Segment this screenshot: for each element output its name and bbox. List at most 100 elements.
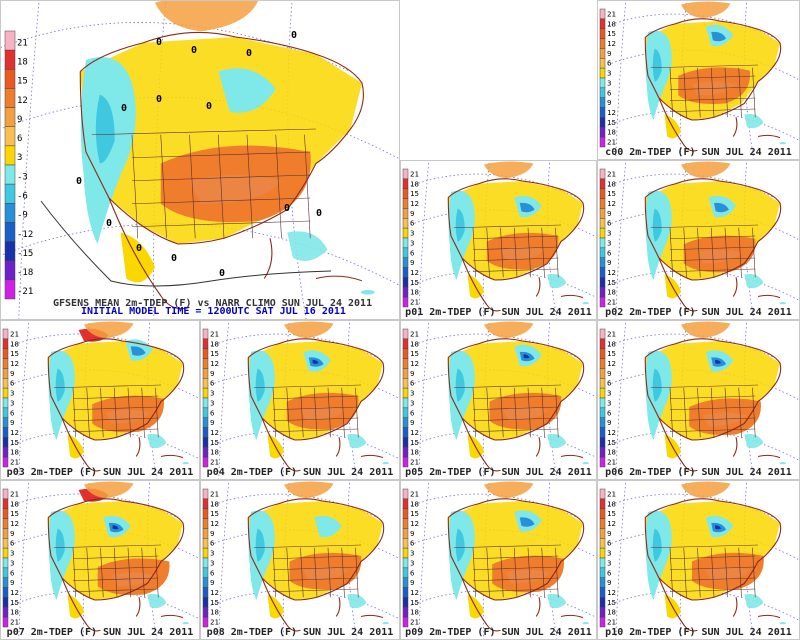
svg-text:12: 12	[410, 199, 419, 208]
caption-c00: c00 2m-TDEP (F) SUN JUL 24 2011	[605, 147, 792, 158]
svg-text:15: 15	[410, 349, 419, 358]
svg-text:21: 21	[410, 329, 419, 338]
svg-text:6: 6	[410, 408, 414, 417]
svg-text:3: 3	[210, 398, 214, 407]
svg-text:15: 15	[607, 509, 616, 518]
svg-text:9: 9	[410, 209, 414, 218]
svg-text:21: 21	[210, 458, 219, 467]
svg-text:3: 3	[410, 389, 414, 398]
svg-text:9: 9	[410, 529, 414, 538]
svg-text:6: 6	[10, 539, 14, 548]
svg-text:21: 21	[210, 329, 219, 338]
svg-text:12: 12	[607, 359, 616, 368]
svg-text:21: 21	[607, 169, 616, 178]
svg-text:-15: -15	[17, 249, 33, 259]
svg-text:15: 15	[10, 509, 19, 518]
svg-text:6: 6	[10, 568, 14, 577]
panel-p03: 21 18 15 12 9 6 3 3 6 9 12 15 18 21 p03 2m-TDEP (F) S…	[0, 320, 200, 480]
svg-text:18: 18	[210, 608, 219, 617]
svg-text:6: 6	[607, 219, 611, 228]
svg-text:12: 12	[210, 588, 219, 597]
panel-c00: 21 18 15 12 9 6 3 3 6 9 12 15 18 21 c00 2m-TDEP (F) S…	[597, 0, 800, 160]
svg-text:9: 9	[410, 258, 414, 267]
svg-text:-21: -21	[17, 287, 33, 297]
svg-text:18: 18	[10, 608, 19, 617]
svg-text:0: 0	[171, 253, 177, 264]
svg-text:21: 21	[607, 9, 616, 18]
svg-text:12: 12	[607, 39, 616, 48]
svg-text:18: 18	[210, 339, 219, 348]
svg-text:15: 15	[607, 278, 616, 287]
svg-text:12: 12	[410, 268, 419, 277]
svg-text:15: 15	[17, 77, 28, 87]
svg-text:12: 12	[210, 359, 219, 368]
svg-text:18: 18	[410, 608, 419, 617]
caption-p02: p02 2m-TDEP (F) SUN JUL 24 2011	[605, 307, 792, 318]
svg-text:9: 9	[410, 418, 414, 427]
svg-text:0: 0	[136, 243, 142, 254]
svg-text:9: 9	[410, 578, 414, 587]
caption-p04: p04 2m-TDEP (F) SUN JUL 24 2011	[206, 467, 394, 478]
svg-text:6: 6	[210, 539, 214, 548]
svg-text:3: 3	[210, 549, 214, 558]
svg-text:-3: -3	[17, 172, 28, 182]
svg-text:9: 9	[10, 418, 14, 427]
svg-text:3: 3	[410, 549, 414, 558]
svg-text:15: 15	[410, 509, 419, 518]
svg-text:18: 18	[607, 288, 616, 297]
svg-text:9: 9	[607, 529, 611, 538]
svg-text:18: 18	[10, 499, 19, 508]
svg-text:18: 18	[210, 448, 219, 457]
svg-text:3: 3	[410, 238, 414, 247]
caption-p01: p01 2m-TDEP (F) SUN JUL 24 2011	[405, 307, 592, 318]
svg-text:-18: -18	[17, 268, 33, 278]
svg-text:9: 9	[607, 209, 611, 218]
svg-text:3: 3	[410, 558, 414, 567]
svg-text:9: 9	[607, 49, 611, 58]
svg-text:18: 18	[410, 339, 419, 348]
svg-text:-6: -6	[17, 192, 28, 202]
svg-text:3: 3	[607, 78, 611, 87]
svg-text:9: 9	[210, 418, 214, 427]
panel-p02: 21 18 15 12 9 6 3 3 6 9 12 15 18 21 p02 2m-TDEP (F) S…	[597, 160, 800, 320]
svg-text:21: 21	[10, 489, 19, 498]
svg-text:12: 12	[607, 428, 616, 437]
svg-text:21: 21	[607, 458, 616, 467]
svg-text:6: 6	[17, 134, 22, 144]
svg-text:15: 15	[10, 438, 19, 447]
svg-text:3: 3	[607, 69, 611, 78]
svg-text:9: 9	[210, 578, 214, 587]
svg-text:9: 9	[607, 258, 611, 267]
svg-text:3: 3	[607, 389, 611, 398]
svg-text:3: 3	[607, 558, 611, 567]
svg-text:9: 9	[10, 578, 14, 587]
svg-text:6: 6	[410, 379, 414, 388]
panel-p08: 21 18 15 12 9 6 3 3 6 9 12 15 18 21 p08 2m-TDEP (F) S…	[200, 480, 400, 640]
svg-text:12: 12	[607, 268, 616, 277]
svg-text:9: 9	[607, 418, 611, 427]
svg-text:21: 21	[10, 458, 19, 467]
panel-p07: 21 18 15 12 9 6 3 3 6 9 12 15 18 21 p07 2m-TDEP (F) S…	[0, 480, 200, 640]
svg-text:3: 3	[17, 153, 22, 163]
svg-text:21: 21	[10, 618, 19, 627]
svg-text:0: 0	[219, 268, 225, 279]
svg-text:6: 6	[210, 379, 214, 388]
svg-text:18: 18	[410, 288, 419, 297]
svg-text:12: 12	[410, 359, 419, 368]
svg-text:21: 21	[410, 298, 419, 307]
main-map-title: GFSENS MEAN 2m-TDEP (F) vs NARR CLIMO SU…	[53, 298, 373, 309]
svg-text:21: 21	[410, 618, 419, 627]
svg-text:15: 15	[210, 509, 219, 518]
panel-p09: 21 18 15 12 9 6 3 3 6 9 12 15 18 21 p09 2m-TDEP (F) S…	[400, 480, 597, 640]
svg-text:18: 18	[607, 19, 616, 28]
svg-text:6: 6	[410, 219, 414, 228]
svg-text:18: 18	[210, 499, 219, 508]
caption-p06: p06 2m-TDEP (F) SUN JUL 24 2011	[605, 467, 792, 478]
svg-text:-9: -9	[17, 211, 28, 221]
svg-text:-12: -12	[17, 230, 33, 240]
svg-text:9: 9	[10, 529, 14, 538]
svg-text:21: 21	[607, 298, 616, 307]
